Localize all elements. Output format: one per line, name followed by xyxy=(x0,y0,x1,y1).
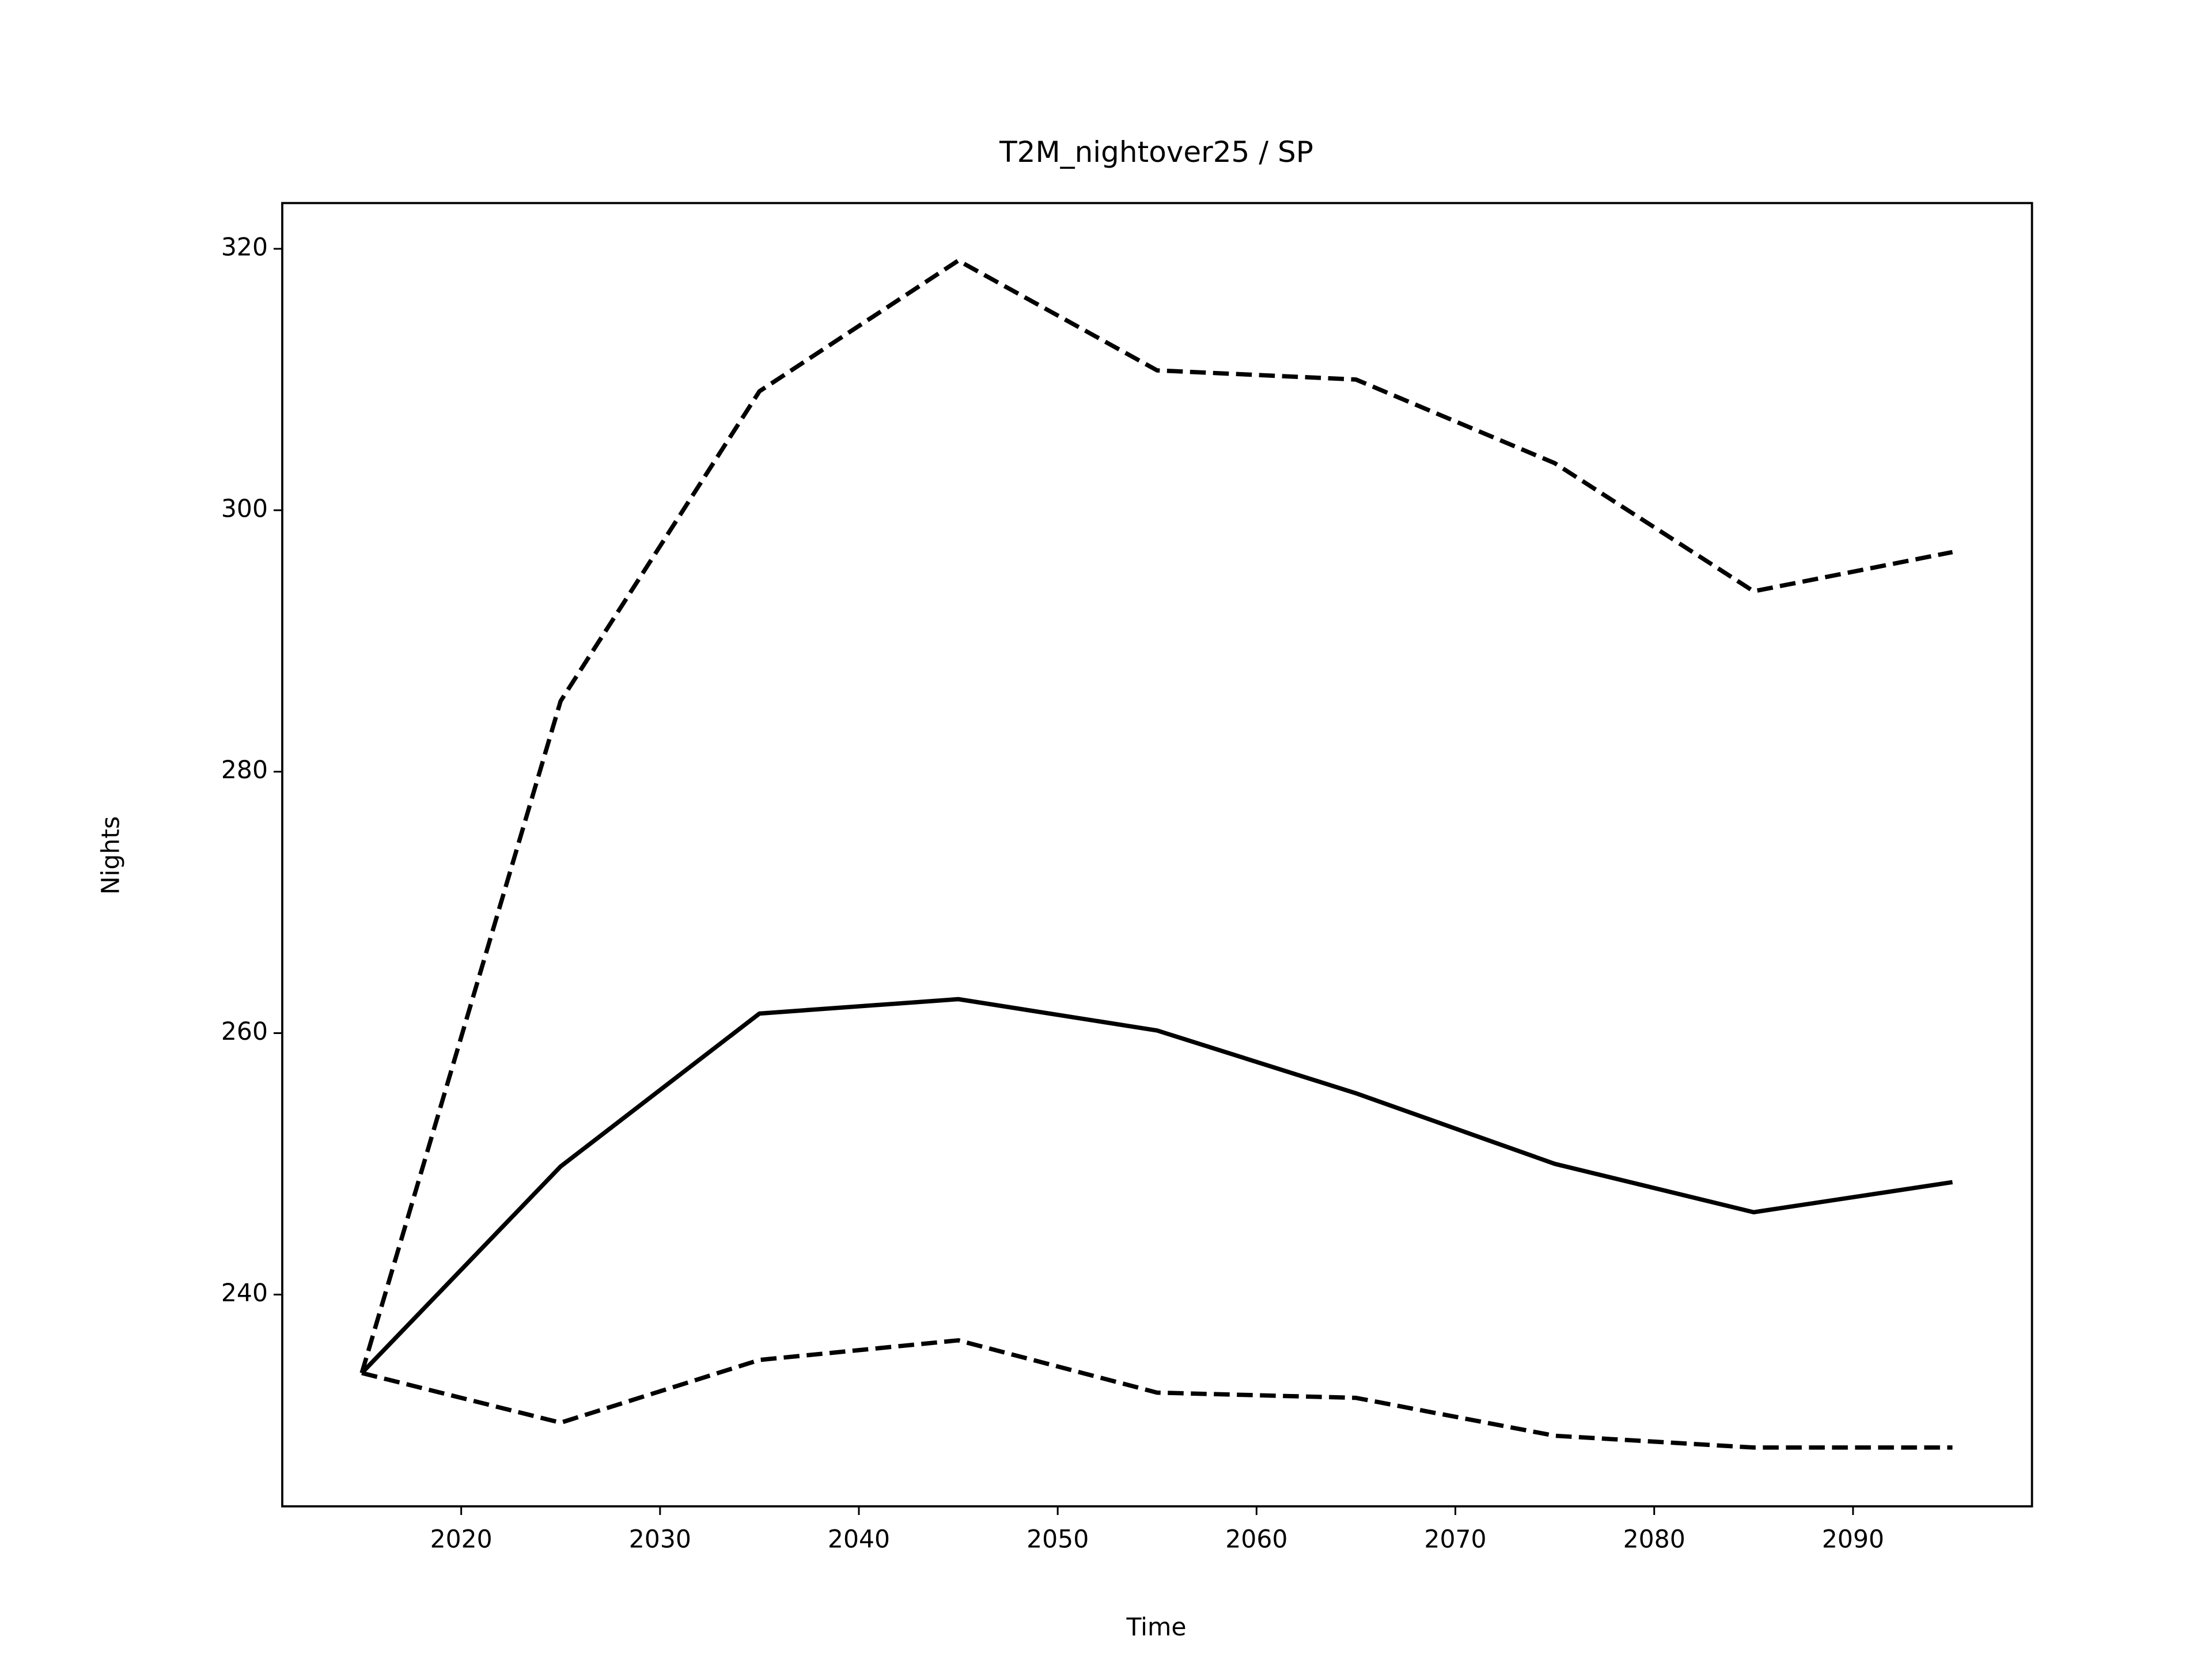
x-tick-label: 2040 xyxy=(828,1526,890,1554)
x-axis-label: Time xyxy=(1126,1613,1186,1642)
x-tick-label: 2060 xyxy=(1225,1526,1287,1554)
y-axis-label: Nights xyxy=(97,816,126,895)
line-series xyxy=(361,1338,1953,1450)
x-tick-label: 2030 xyxy=(629,1526,691,1554)
line-series xyxy=(359,258,1953,1374)
x-tick-label: 2080 xyxy=(1623,1526,1685,1554)
line-series xyxy=(360,997,1953,1375)
y-tick-label: 280 xyxy=(221,756,268,785)
y-tick-label: 240 xyxy=(221,1279,268,1308)
y-tick-label: 300 xyxy=(221,495,268,523)
x-tick-label: 2070 xyxy=(1424,1526,1486,1554)
x-tick-label: 2050 xyxy=(1027,1526,1089,1554)
x-tick-label: 2020 xyxy=(430,1526,493,1554)
y-tick-label: 320 xyxy=(221,233,268,262)
chart-title: T2M_nightover25 / SP xyxy=(999,135,1313,169)
plot-frame xyxy=(281,202,2033,1508)
x-tick-label: 2090 xyxy=(1822,1526,1884,1554)
y-tick-label: 260 xyxy=(221,1018,268,1046)
